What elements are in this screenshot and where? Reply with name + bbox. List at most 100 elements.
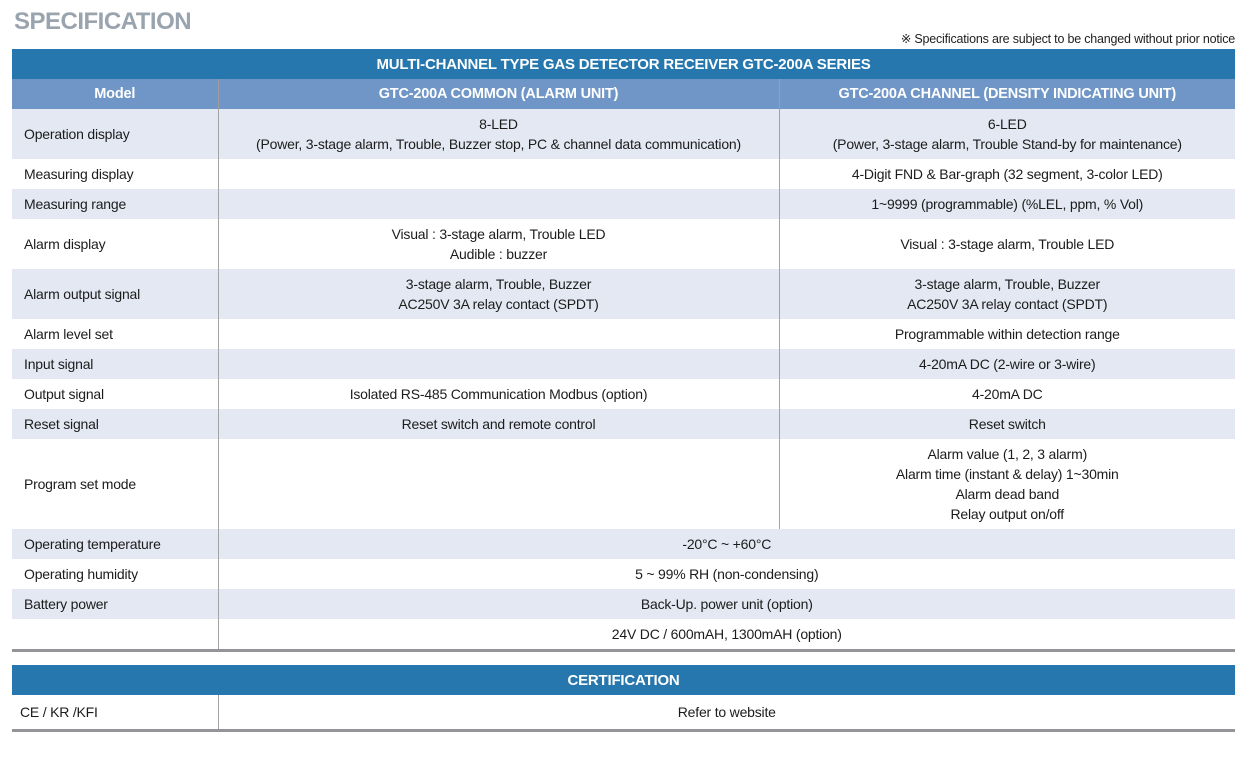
disclaimer-note: ※ Specifications are subject to be chang…: [900, 32, 1235, 46]
spec-value-line: Alarm time (instant & delay) 1~30min: [895, 466, 1119, 482]
spec-value-cell-channel: Programmable within detection range: [778, 319, 1236, 349]
spec-row-label: Measuring display: [24, 166, 134, 182]
spec-value-cell-channel: 4-Digit FND & Bar-graph (32 segment, 3-c…: [778, 159, 1236, 189]
spec-value-line: Visual : 3-stage alarm, Trouble LED: [900, 236, 1115, 252]
column-header-channel: GTC-200A CHANNEL (DENSITY INDICATING UNI…: [778, 79, 1236, 109]
spec-value-line: 3-stage alarm, Trouble, Buzzer: [914, 276, 1101, 292]
spec-table-row: Operating temperature -20°C ~ +60°C: [12, 529, 1236, 559]
spec-value-cell-channel: Alarm value (1, 2, 3 alarm) Alarm time (i…: [778, 439, 1236, 529]
spec-row-label: [12, 619, 218, 651]
spec-value-cell-channel: 6-LED (Power, 3-stage alarm, Trouble Stan…: [778, 109, 1236, 159]
spec-table-row: 24V DC / 600mAH, 1300mAH (option): [12, 619, 1236, 651]
spec-value-line: (Power, 3-stage alarm, Trouble Stand-by …: [832, 136, 1182, 152]
specification-table: MULTI-CHANNEL TYPE GAS DETECTOR RECEIVER…: [12, 49, 1236, 652]
column-header-common: GTC-200A COMMON (ALARM UNIT): [217, 79, 779, 109]
spec-value-line: AC250V 3A relay contact (SPDT): [398, 296, 599, 312]
spec-value-cell-channel: 4-20mA DC (2-wire or 3-wire): [778, 349, 1236, 379]
spec-table-row: Operation display 8-LED (Power, 3-stage al…: [12, 109, 1236, 159]
spec-value-line: 4-20mA DC (2-wire or 3-wire): [919, 356, 1096, 372]
certification-body: CE / KR /KFI Refer to website: [12, 695, 1235, 731]
spec-value-line: Visual : 3-stage alarm, Trouble LED: [391, 226, 606, 242]
spec-row-label: Measuring range: [24, 196, 127, 212]
spec-value-cell-span: -20°C ~ +60°C: [217, 529, 1236, 559]
spec-value-cell-channel: Visual : 3-stage alarm, Trouble LED: [778, 219, 1236, 269]
spec-value-line: 3-stage alarm, Trouble, Buzzer: [405, 276, 592, 292]
spec-row-label: Operating temperature: [24, 536, 161, 552]
page-header: SPECIFICATION ※ Specifications are subje…: [12, 8, 1235, 48]
spec-row-label: Output signal: [24, 386, 104, 402]
spec-value-cell-common: Visual : 3-stage alarm, Trouble LED Audib…: [217, 219, 779, 269]
spec-table-row: Measuring display 4-Digit FND & Bar-graph…: [12, 159, 1236, 189]
spec-table-column-header-row: Model GTC-200A COMMON (ALARM UNIT) GTC-2…: [12, 79, 1236, 109]
spec-value-cell-common: 8-LED (Power, 3-stage alarm, Trouble, Buz…: [217, 109, 779, 159]
spec-page: SPECIFICATION ※ Specifications are subje…: [12, 8, 1236, 732]
spec-table-row: Alarm level set Programmable within detec…: [12, 319, 1236, 349]
certification-title-row: CERTIFICATION: [12, 665, 1235, 695]
spec-value-line: 8-LED: [479, 116, 518, 132]
spec-table-body: Operation display 8-LED (Power, 3-stage al…: [12, 109, 1236, 651]
spec-value-cell-common: 3-stage alarm, Trouble, Buzzer AC250V 3A …: [217, 269, 779, 319]
spec-table-row: Reset signal Reset switch and remote cont…: [12, 409, 1236, 439]
spec-value-line: Programmable within detection range: [894, 326, 1120, 342]
spec-table-row: Program set mode Alarm value (1, 2, 3 ala…: [12, 439, 1236, 529]
spec-table-row: Output signal Isolated RS-485 Communicati…: [12, 379, 1236, 409]
spec-value-line: 4-Digit FND & Bar-graph (32 segment, 3-c…: [851, 166, 1163, 182]
spec-value-line: Isolated RS-485 Communication Modbus (op…: [349, 386, 648, 402]
spec-value-cell-common: Isolated RS-485 Communication Modbus (op…: [217, 379, 779, 409]
spec-value-line: Reset switch and remote control: [401, 416, 596, 432]
certification-title: CERTIFICATION: [12, 665, 1235, 695]
spec-row-label: Program set mode: [24, 476, 136, 492]
spec-value-cell-common: [217, 439, 779, 529]
spec-value-cell-common: Reset switch and remote control: [217, 409, 779, 439]
spec-value-line: Alarm value (1, 2, 3 alarm): [927, 446, 1088, 462]
spec-value-cell-channel: Reset switch: [778, 409, 1236, 439]
spec-row-label: Operation display: [24, 126, 130, 142]
spec-value-line: Back-Up. power unit (option): [640, 596, 813, 612]
spec-value-line: (Power, 3-stage alarm, Trouble, Buzzer s…: [256, 136, 741, 152]
spec-row-label: Alarm level set: [24, 326, 113, 342]
spec-row-label: Reset signal: [24, 416, 99, 432]
certification-head: CERTIFICATION: [12, 665, 1235, 695]
spec-value-cell-channel: 1~9999 (programmable) (%LEL, ppm, % Vol): [778, 189, 1236, 219]
spec-value-line: 4-20mA DC: [971, 386, 1043, 402]
spec-table-head: MULTI-CHANNEL TYPE GAS DETECTOR RECEIVER…: [12, 49, 1236, 109]
spec-row-label: Battery power: [24, 596, 108, 612]
spec-row-label: Input signal: [24, 356, 94, 372]
spec-value-line: 1~9999 (programmable) (%LEL, ppm, % Vol): [871, 196, 1144, 212]
certification-value: Refer to website: [217, 695, 1235, 731]
spec-table-row: Operating humidity 5 ~ 99% RH (non-conden…: [12, 559, 1236, 589]
spec-table-row: Alarm display Visual : 3-stage alarm, Tro…: [12, 219, 1236, 269]
spec-value-cell-span: 5 ~ 99% RH (non-condensing): [217, 559, 1236, 589]
certification-row: CE / KR /KFI Refer to website: [12, 695, 1235, 731]
spec-value-line: Reset switch: [968, 416, 1046, 432]
spec-value-cell-common: [217, 159, 779, 189]
spec-value-line: Audible : buzzer: [449, 246, 548, 262]
spec-table-row: Alarm output signal 3-stage alarm, Troubl…: [12, 269, 1236, 319]
spec-value-line: Alarm dead band: [955, 486, 1060, 502]
certification-label: CE / KR /KFI: [20, 704, 98, 720]
spec-table-row: Battery power Back-Up. power unit (option…: [12, 589, 1236, 619]
spec-value-cell-channel: 4-20mA DC: [778, 379, 1236, 409]
spec-value-line: Relay output on/off: [950, 506, 1065, 522]
spec-table-row: Input signal 4-20mA DC (2-wire or 3-wire): [12, 349, 1236, 379]
spec-row-label: Alarm output signal: [24, 286, 141, 302]
spec-table-title: MULTI-CHANNEL TYPE GAS DETECTOR RECEIVER…: [12, 49, 1236, 79]
spec-value-cell-channel: 3-stage alarm, Trouble, Buzzer AC250V 3A …: [778, 269, 1236, 319]
spec-value-line: 6-LED: [987, 116, 1027, 132]
spec-value-line: -20°C ~ +60°C: [682, 536, 772, 552]
spec-value-line: 5 ~ 99% RH (non-condensing): [635, 566, 819, 582]
spec-row-label: Alarm display: [24, 236, 106, 252]
spec-table-row: Measuring range 1~9999 (programmable) (%L…: [12, 189, 1236, 219]
spec-value-cell-common: [217, 189, 779, 219]
spec-table-title-row: MULTI-CHANNEL TYPE GAS DETECTOR RECEIVER…: [12, 49, 1236, 79]
spec-value-cell-span: 24V DC / 600mAH, 1300mAH (option): [217, 619, 1236, 651]
page-title: SPECIFICATION: [14, 8, 192, 35]
spec-value-cell-common: [217, 319, 779, 349]
spec-value-cell-common: [217, 349, 779, 379]
spec-value-line: 24V DC / 600mAH, 1300mAH (option): [611, 626, 842, 642]
spec-row-label: Operating humidity: [24, 566, 138, 582]
column-header-model: Model: [12, 79, 218, 109]
spec-value-line: AC250V 3A relay contact (SPDT): [907, 296, 1108, 312]
spec-value-cell-span: Back-Up. power unit (option): [217, 589, 1236, 619]
certification-table: CERTIFICATION CE / KR /KFI Refer to webs…: [12, 665, 1235, 732]
